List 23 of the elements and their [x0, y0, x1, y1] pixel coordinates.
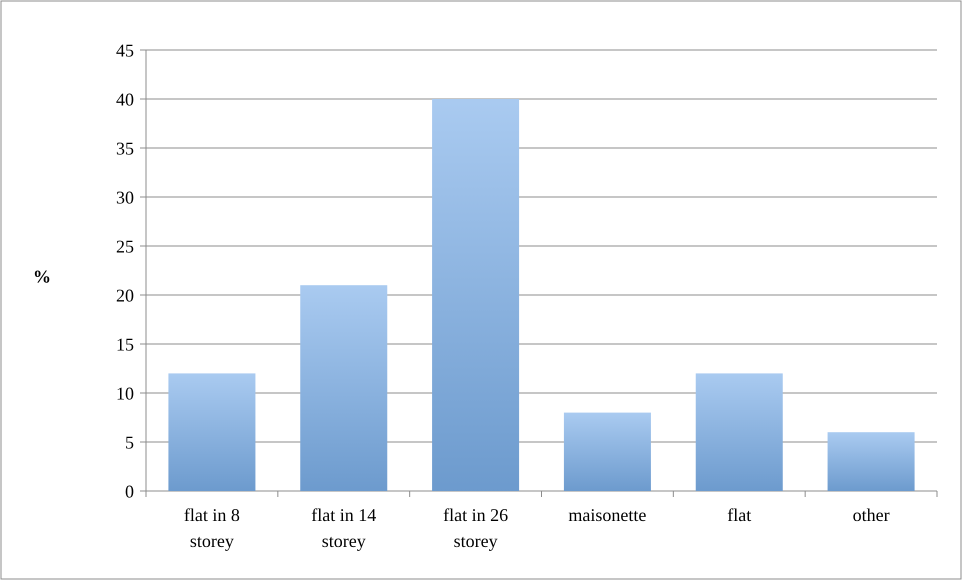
y-tick-label: 45	[116, 40, 134, 60]
y-tick-label: 0	[125, 481, 134, 502]
x-tick-label: maisonette	[568, 505, 646, 525]
x-tick-label: flat	[727, 505, 752, 525]
x-tick-label: flat in 26 storey	[443, 505, 508, 551]
x-tick-label: flat in 14 storey	[311, 505, 376, 551]
x-tick-label: flat in 8 storey	[184, 505, 240, 551]
y-tick-label: 5	[125, 432, 134, 452]
y-tick-label: 35	[116, 138, 134, 158]
bar	[564, 412, 651, 491]
y-tick-label: 40	[116, 89, 134, 110]
bar	[432, 99, 520, 491]
y-tick-label: 30	[116, 187, 134, 208]
bar	[300, 285, 388, 491]
y-tick-label: 20	[116, 285, 134, 306]
y-axis-title: %	[33, 266, 51, 286]
x-tick-label: other	[852, 505, 890, 525]
y-tick-label: 15	[116, 334, 134, 354]
y-tick-label: 25	[116, 236, 134, 256]
bar	[828, 432, 915, 491]
y-tick-label: 10	[116, 383, 134, 404]
bar	[168, 373, 256, 491]
bar	[696, 373, 783, 491]
